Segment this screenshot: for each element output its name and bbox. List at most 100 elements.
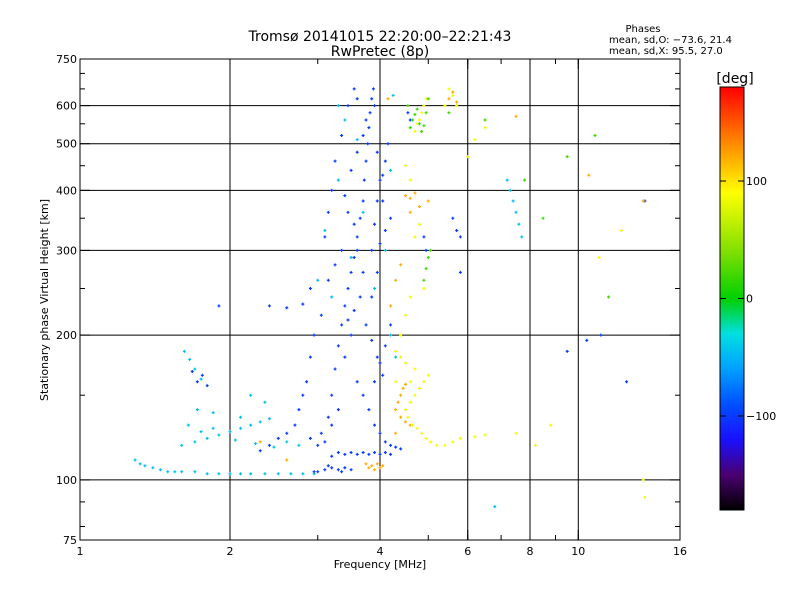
data-point bbox=[514, 431, 518, 435]
data-point bbox=[366, 142, 370, 146]
data-point bbox=[420, 130, 424, 134]
data-point bbox=[370, 97, 374, 101]
data-point bbox=[511, 199, 515, 203]
data-point bbox=[267, 443, 271, 447]
data-point bbox=[319, 431, 323, 435]
data-point bbox=[381, 173, 385, 177]
data-point bbox=[517, 222, 521, 226]
data-point bbox=[607, 295, 611, 299]
data-point bbox=[368, 111, 372, 115]
data-point bbox=[373, 104, 377, 108]
data-point bbox=[267, 304, 271, 308]
data-point bbox=[383, 159, 387, 163]
data-point bbox=[364, 462, 368, 466]
data-point bbox=[378, 178, 382, 182]
data-point bbox=[346, 210, 350, 214]
data-point bbox=[308, 286, 312, 290]
data-point bbox=[239, 415, 243, 419]
data-point bbox=[428, 248, 432, 252]
data-point bbox=[370, 338, 374, 342]
data-point bbox=[316, 443, 320, 447]
phases-line-o: mean, sd,O: −73.6, 21.4 bbox=[609, 35, 732, 46]
data-point bbox=[352, 255, 356, 259]
data-point bbox=[389, 333, 393, 337]
data-point bbox=[263, 472, 267, 476]
data-point bbox=[193, 367, 197, 371]
data-point bbox=[483, 126, 487, 130]
data-point bbox=[420, 111, 424, 115]
data-point bbox=[200, 373, 204, 377]
data-point bbox=[336, 408, 340, 412]
data-point bbox=[355, 150, 359, 154]
data-point bbox=[413, 235, 417, 239]
data-point bbox=[370, 248, 374, 252]
data-point bbox=[195, 380, 199, 384]
data-point bbox=[373, 286, 377, 290]
data-point bbox=[386, 142, 390, 146]
data-point bbox=[389, 216, 393, 220]
data-point bbox=[340, 323, 344, 327]
data-point bbox=[361, 199, 365, 203]
data-point bbox=[389, 304, 393, 308]
data-point bbox=[346, 286, 350, 290]
data-point bbox=[383, 344, 387, 348]
data-point bbox=[597, 255, 601, 259]
data-point bbox=[375, 199, 379, 203]
data-point bbox=[151, 466, 155, 470]
data-point bbox=[411, 118, 415, 122]
data-point bbox=[355, 138, 359, 142]
data-point bbox=[346, 104, 350, 108]
data-point bbox=[239, 426, 243, 430]
data-point bbox=[458, 436, 462, 440]
data-point bbox=[289, 472, 293, 476]
y-tick-label: 75 bbox=[63, 534, 77, 547]
data-point bbox=[593, 134, 597, 138]
data-point bbox=[422, 286, 426, 290]
data-point bbox=[417, 205, 421, 209]
data-point bbox=[182, 349, 186, 353]
data-point bbox=[403, 313, 407, 317]
data-point bbox=[336, 468, 340, 472]
data-point bbox=[447, 87, 451, 91]
data-point bbox=[285, 458, 289, 462]
data-point bbox=[408, 210, 412, 214]
data-point bbox=[447, 97, 451, 101]
data-point bbox=[217, 433, 221, 437]
data-point bbox=[415, 426, 419, 430]
data-point bbox=[549, 423, 553, 427]
data-point bbox=[417, 386, 421, 390]
data-point bbox=[447, 111, 451, 115]
data-point bbox=[340, 470, 344, 474]
data-point bbox=[422, 235, 426, 239]
data-point bbox=[305, 380, 309, 384]
colorbar-ticks: 100 0 −100 bbox=[720, 175, 776, 423]
data-point bbox=[523, 178, 527, 182]
y-tick-label: 500 bbox=[56, 138, 77, 151]
data-point bbox=[330, 454, 334, 458]
data-point bbox=[323, 228, 327, 232]
colorbar: [deg] 100 0 −100 bbox=[716, 71, 776, 511]
data-point bbox=[349, 255, 353, 259]
data-point bbox=[308, 355, 312, 359]
data-point bbox=[308, 436, 312, 440]
data-point bbox=[343, 194, 347, 198]
data-point bbox=[473, 138, 477, 142]
data-point bbox=[373, 468, 377, 472]
data-point bbox=[403, 164, 407, 168]
data-point bbox=[375, 355, 379, 359]
data-point bbox=[330, 423, 334, 427]
data-point bbox=[389, 323, 393, 327]
data-point bbox=[424, 267, 428, 271]
data-point bbox=[285, 440, 289, 444]
data-point bbox=[312, 470, 316, 474]
axis-ticks bbox=[79, 58, 681, 541]
data-point bbox=[473, 435, 477, 439]
data-point bbox=[349, 270, 353, 274]
data-point bbox=[541, 216, 545, 220]
data-point bbox=[301, 472, 305, 476]
data-point bbox=[173, 470, 177, 474]
data-point bbox=[643, 495, 647, 499]
data-point bbox=[383, 451, 387, 455]
data-point bbox=[386, 97, 390, 101]
